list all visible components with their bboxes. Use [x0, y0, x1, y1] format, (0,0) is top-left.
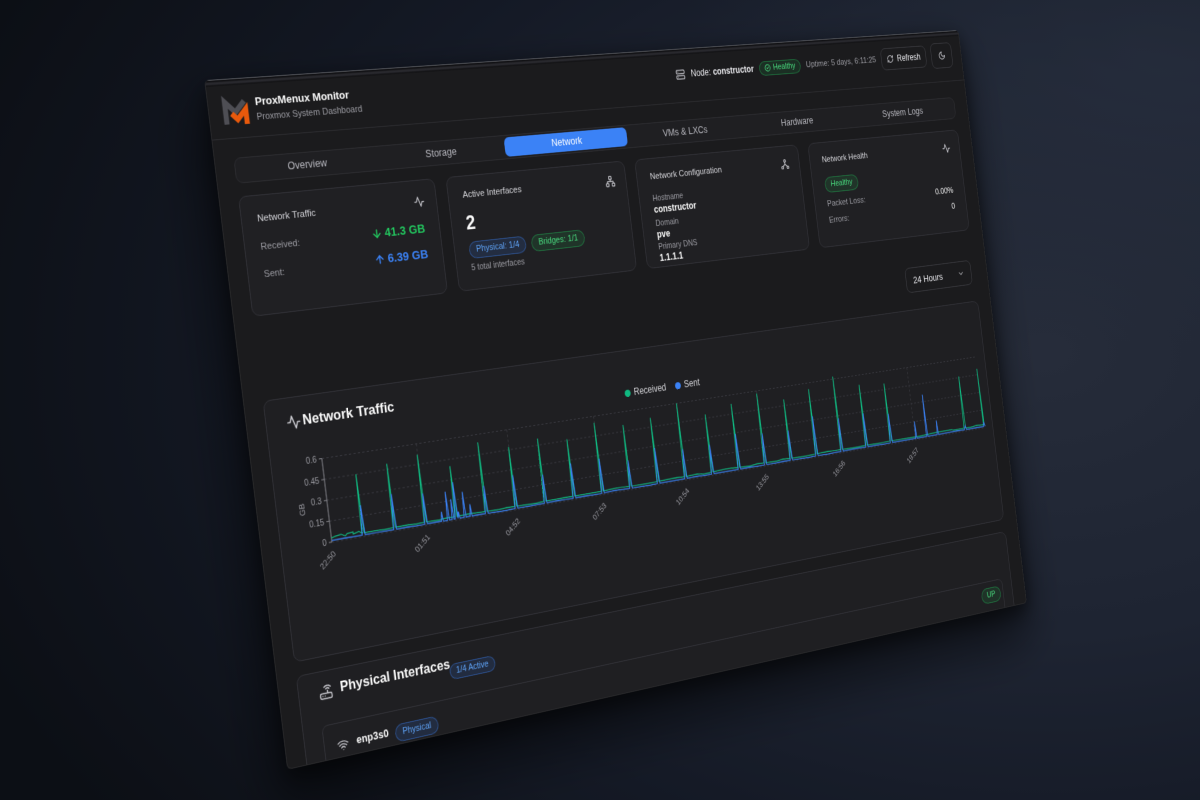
svg-text:0: 0: [322, 538, 328, 549]
svg-text:07:53: 07:53: [591, 501, 608, 522]
svg-text:01:51: 01:51: [413, 532, 432, 554]
svg-text:16:56: 16:56: [831, 458, 846, 478]
svg-text:10:54: 10:54: [674, 486, 691, 507]
svg-text:19:57: 19:57: [905, 445, 920, 465]
svg-text:13:55: 13:55: [754, 472, 770, 492]
svg-text:04:52: 04:52: [504, 516, 522, 538]
svg-text:0.45: 0.45: [304, 475, 320, 487]
svg-text:0.15: 0.15: [309, 517, 325, 530]
svg-text:0.3: 0.3: [310, 496, 322, 508]
svg-text:GB: GB: [297, 503, 308, 517]
svg-text:22:50: 22:50: [318, 549, 338, 572]
svg-text:0.6: 0.6: [305, 454, 317, 466]
